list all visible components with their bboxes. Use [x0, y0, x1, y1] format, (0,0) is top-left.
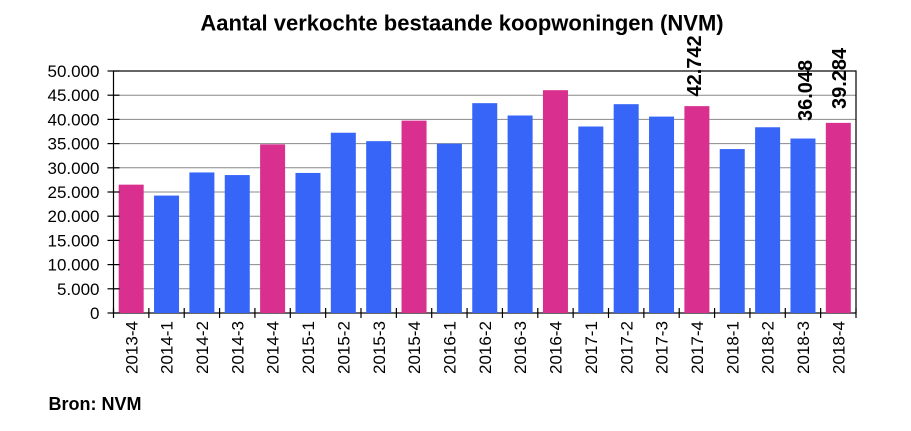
svg-text:2015-4: 2015-4	[405, 321, 424, 374]
svg-text:0: 0	[90, 304, 99, 323]
svg-text:2018-3: 2018-3	[794, 321, 813, 374]
svg-text:2018-4: 2018-4	[829, 321, 848, 374]
svg-text:2014-4: 2014-4	[264, 321, 283, 374]
svg-text:Aantal verkochte bestaande koo: Aantal verkochte bestaande koopwoningen …	[200, 11, 723, 36]
svg-text:35.000: 35.000	[48, 135, 100, 154]
svg-text:2016-2: 2016-2	[476, 321, 495, 374]
svg-text:2015-3: 2015-3	[370, 321, 389, 374]
svg-text:Bron: NVM: Bron: NVM	[49, 394, 142, 414]
svg-text:2017-3: 2017-3	[653, 321, 672, 374]
svg-text:2014-2: 2014-2	[193, 321, 212, 374]
svg-text:45.000: 45.000	[48, 86, 100, 105]
svg-text:2016-3: 2016-3	[511, 321, 530, 374]
svg-text:2017-2: 2017-2	[617, 321, 636, 374]
svg-text:2015-2: 2015-2	[334, 321, 353, 374]
svg-text:42.742: 42.742	[684, 35, 706, 96]
svg-text:15.000: 15.000	[48, 231, 100, 250]
svg-text:2015-1: 2015-1	[299, 321, 318, 374]
svg-text:39.284: 39.284	[829, 47, 851, 109]
svg-text:40.000: 40.000	[48, 110, 100, 129]
svg-text:36.048: 36.048	[795, 60, 817, 121]
svg-text:2017-4: 2017-4	[688, 321, 707, 374]
svg-text:2013-4: 2013-4	[122, 321, 141, 374]
svg-text:2018-1: 2018-1	[723, 321, 742, 374]
svg-text:2017-1: 2017-1	[582, 321, 601, 374]
svg-text:2014-3: 2014-3	[228, 321, 247, 374]
svg-text:5.000: 5.000	[57, 280, 100, 299]
svg-text:50.000: 50.000	[48, 62, 100, 81]
svg-text:2016-4: 2016-4	[547, 321, 566, 374]
svg-text:2018-2: 2018-2	[759, 321, 778, 374]
svg-text:30.000: 30.000	[48, 159, 100, 178]
svg-text:20.000: 20.000	[48, 207, 100, 226]
svg-text:2016-1: 2016-1	[441, 321, 460, 374]
svg-text:25.000: 25.000	[48, 183, 100, 202]
svg-text:10.000: 10.000	[48, 256, 100, 275]
svg-text:2014-1: 2014-1	[158, 321, 177, 374]
